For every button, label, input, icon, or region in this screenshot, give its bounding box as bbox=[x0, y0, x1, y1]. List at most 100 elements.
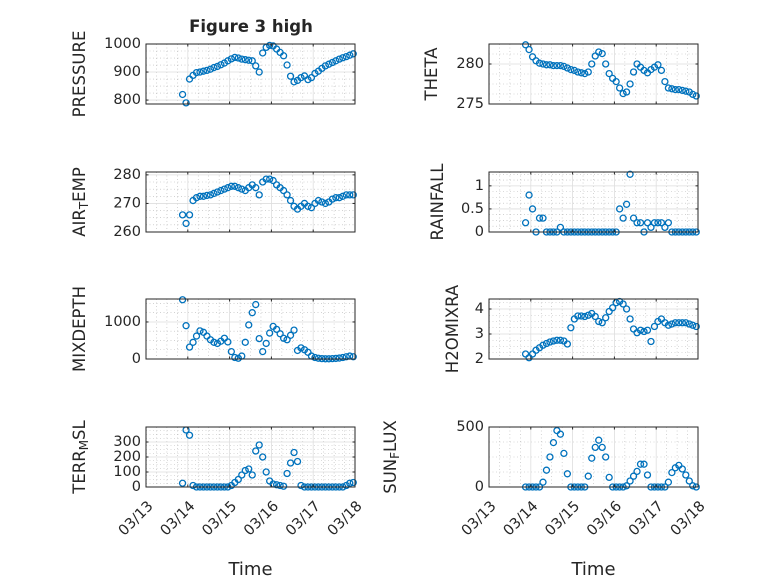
data-point bbox=[612, 299, 620, 307]
data-point bbox=[255, 68, 263, 76]
data-point bbox=[286, 196, 295, 205]
data-point bbox=[203, 191, 211, 200]
ytick-label: 500 bbox=[456, 419, 484, 435]
data-point bbox=[633, 467, 641, 476]
ytick-label: 2 bbox=[475, 351, 484, 367]
data-point bbox=[245, 56, 253, 64]
data-point bbox=[640, 460, 648, 468]
data-point bbox=[297, 481, 305, 490]
data-point bbox=[328, 58, 337, 67]
data-point bbox=[213, 62, 222, 71]
data-point bbox=[213, 188, 222, 196]
data-point bbox=[342, 353, 350, 361]
ylabel-subscript: F bbox=[388, 452, 402, 459]
ytick-label: 280 bbox=[456, 56, 484, 72]
ylabel-text-rest: SL bbox=[70, 419, 89, 439]
data-point bbox=[346, 191, 354, 199]
data-series bbox=[521, 41, 700, 100]
ylabel-rainfall: RAINFALL bbox=[428, 163, 447, 241]
data-point bbox=[605, 473, 613, 482]
data-point bbox=[692, 322, 700, 331]
data-point bbox=[546, 338, 554, 346]
data-point bbox=[539, 478, 547, 486]
data-point bbox=[286, 459, 295, 467]
data-point bbox=[269, 176, 277, 185]
data-point bbox=[682, 319, 690, 327]
data-point bbox=[290, 326, 298, 334]
data-point bbox=[546, 61, 554, 69]
data-point bbox=[549, 61, 558, 70]
data-point bbox=[602, 60, 610, 68]
data-point bbox=[272, 325, 281, 334]
data-point bbox=[339, 54, 347, 62]
ytick-label: 200 bbox=[113, 449, 141, 465]
data-point bbox=[224, 338, 232, 346]
data-point bbox=[636, 219, 645, 227]
data-point bbox=[252, 62, 260, 70]
data-point bbox=[626, 315, 634, 323]
grid bbox=[489, 299, 698, 359]
data-point bbox=[290, 78, 298, 86]
data-point bbox=[210, 189, 218, 198]
data-point bbox=[189, 481, 197, 490]
data-point bbox=[335, 354, 343, 362]
data-point bbox=[332, 354, 340, 363]
data-point bbox=[689, 321, 697, 329]
data-point bbox=[535, 214, 544, 222]
data-point bbox=[245, 465, 253, 473]
data-point bbox=[234, 54, 242, 62]
data-point bbox=[657, 66, 666, 75]
data-point bbox=[664, 478, 673, 486]
data-series bbox=[178, 175, 357, 228]
data-point bbox=[539, 214, 547, 222]
ylabel-mixdepth: MIXDEPTH bbox=[70, 286, 89, 372]
data-point bbox=[595, 48, 603, 56]
xtick-label: 03/17 bbox=[283, 498, 324, 539]
data-point bbox=[252, 300, 260, 309]
data-point bbox=[255, 191, 263, 199]
grid bbox=[146, 44, 355, 104]
axes-background bbox=[146, 299, 355, 359]
data-point bbox=[241, 338, 249, 346]
data-point bbox=[283, 469, 291, 478]
data-point bbox=[192, 194, 201, 202]
ylabel-text: RAINFALL bbox=[428, 163, 447, 241]
axes-background bbox=[146, 172, 355, 232]
data-point bbox=[227, 182, 235, 190]
data-point bbox=[650, 322, 659, 331]
data-point bbox=[210, 338, 218, 346]
data-point bbox=[619, 89, 627, 98]
data-point bbox=[682, 87, 690, 95]
data-point bbox=[563, 64, 572, 72]
ylabel-theta: THETA bbox=[422, 47, 441, 102]
data-point bbox=[622, 200, 631, 208]
data-point bbox=[248, 57, 256, 65]
xtick-label: 03/13 bbox=[459, 498, 500, 539]
data-point bbox=[602, 453, 610, 461]
data-point bbox=[612, 77, 620, 86]
data-point bbox=[535, 59, 544, 67]
data-point bbox=[314, 354, 323, 362]
ytick-label: 0 bbox=[132, 479, 141, 495]
data-point bbox=[595, 436, 603, 444]
data-point bbox=[238, 55, 246, 63]
data-point bbox=[661, 77, 669, 86]
data-point bbox=[647, 223, 655, 232]
data-point bbox=[584, 311, 592, 319]
data-point bbox=[563, 470, 572, 478]
figure-title: Figure 3 high bbox=[189, 17, 313, 36]
data-point bbox=[234, 184, 242, 192]
ytick-label: 0 bbox=[475, 224, 484, 240]
xtick-label: 03/18 bbox=[668, 498, 709, 539]
data-point bbox=[546, 453, 554, 461]
data-point bbox=[598, 443, 606, 452]
data-point bbox=[602, 314, 610, 322]
subplot-sun-flux: 0 500 03/13 03/14 03/15 03/16 03/17 03/18 SUNFLU… bbox=[381, 419, 709, 580]
data-point bbox=[346, 51, 354, 59]
data-point bbox=[325, 60, 333, 68]
data-point bbox=[636, 460, 645, 468]
data-point bbox=[346, 479, 354, 487]
data-point bbox=[332, 194, 340, 202]
data-point bbox=[290, 448, 298, 457]
